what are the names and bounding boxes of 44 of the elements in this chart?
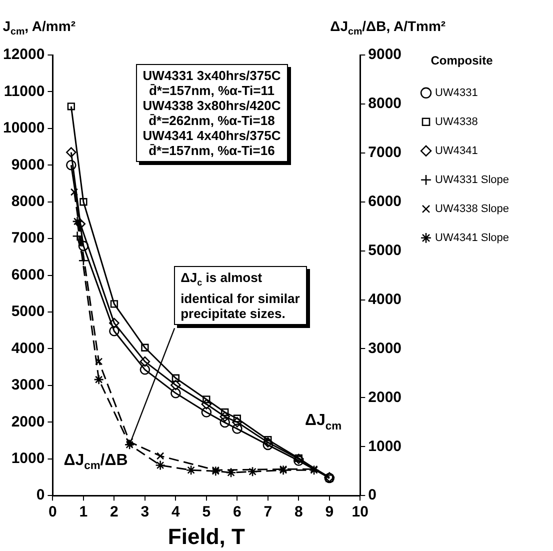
- y-tick-label: 10000: [2, 120, 45, 137]
- x-tick-label: 6: [233, 504, 242, 521]
- y2-tick-label: 2000: [368, 388, 402, 406]
- x-tick-label: 2: [110, 504, 118, 521]
- y-tick-label: 8000: [11, 193, 45, 210]
- y2-tick-label: 6000: [368, 193, 402, 210]
- y2-tick-label: 7000: [368, 144, 402, 162]
- x-tick-label: 4: [172, 504, 181, 521]
- legend-title: Composite: [430, 53, 494, 68]
- legend-label: UW4341: [435, 144, 478, 157]
- legend-label: UW4338 Slope: [435, 202, 510, 215]
- x-tick-label: 9: [325, 504, 334, 521]
- x-tick-label: 10: [352, 504, 368, 521]
- y2-tick-label: 8000: [368, 95, 402, 112]
- y-tick-label: 12000: [2, 46, 45, 64]
- y2-tick-label: 5000: [368, 242, 402, 259]
- y-tick-label: 11000: [4, 82, 45, 100]
- text: UW4331 3x40hrs/375C d̄*=157nm, %α-Ti=11 UW4338 3x80hrs/420C d̄*=262nm, %α-Ti=18 UW4341 4x40hrs/375C d̄*=157nm, %α-Ti=16: [142, 68, 281, 158]
- y-tick-label: 5000: [11, 303, 45, 320]
- x-tick-label: 3: [140, 504, 150, 521]
- y-tick-label: 6000: [11, 266, 45, 284]
- y-tick-label: 9000: [11, 156, 45, 174]
- x-tick-label: 1: [79, 504, 88, 521]
- y-tick-label: 4000: [11, 340, 45, 357]
- annotation: ΔJ$_{c}$ is almost identical for similar precipitate sizes.: [174, 266, 307, 325]
- y-tick-label: 1000: [11, 450, 45, 468]
- y-tick-label: 2000: [11, 413, 45, 430]
- x-tick-label: 7: [264, 504, 272, 521]
- y-tick-label: 0: [36, 486, 45, 504]
- x-axis-title: Field, T: [168, 524, 246, 549]
- x-tick-label: 0: [48, 504, 57, 521]
- legend-label: UW4341 Slope: [435, 232, 510, 244]
- y2-tick-label: 9000: [368, 46, 402, 64]
- y2-tick-label: 3000: [368, 340, 402, 357]
- x-tick-label: 5: [202, 504, 211, 521]
- y2-tick-label: 1000: [368, 438, 402, 455]
- legend-label: UW4331 Slope: [435, 174, 510, 186]
- y-tick-label: 3000: [11, 376, 45, 394]
- y-tick-label: 7000: [11, 230, 45, 247]
- y2-tick-label: 4000: [368, 290, 402, 308]
- legend-label: UW4331: [435, 86, 478, 99]
- x-tick-label: 8: [294, 504, 303, 521]
- y2-tick-label: 0: [368, 486, 376, 504]
- legend-label: UW4338: [435, 116, 478, 128]
